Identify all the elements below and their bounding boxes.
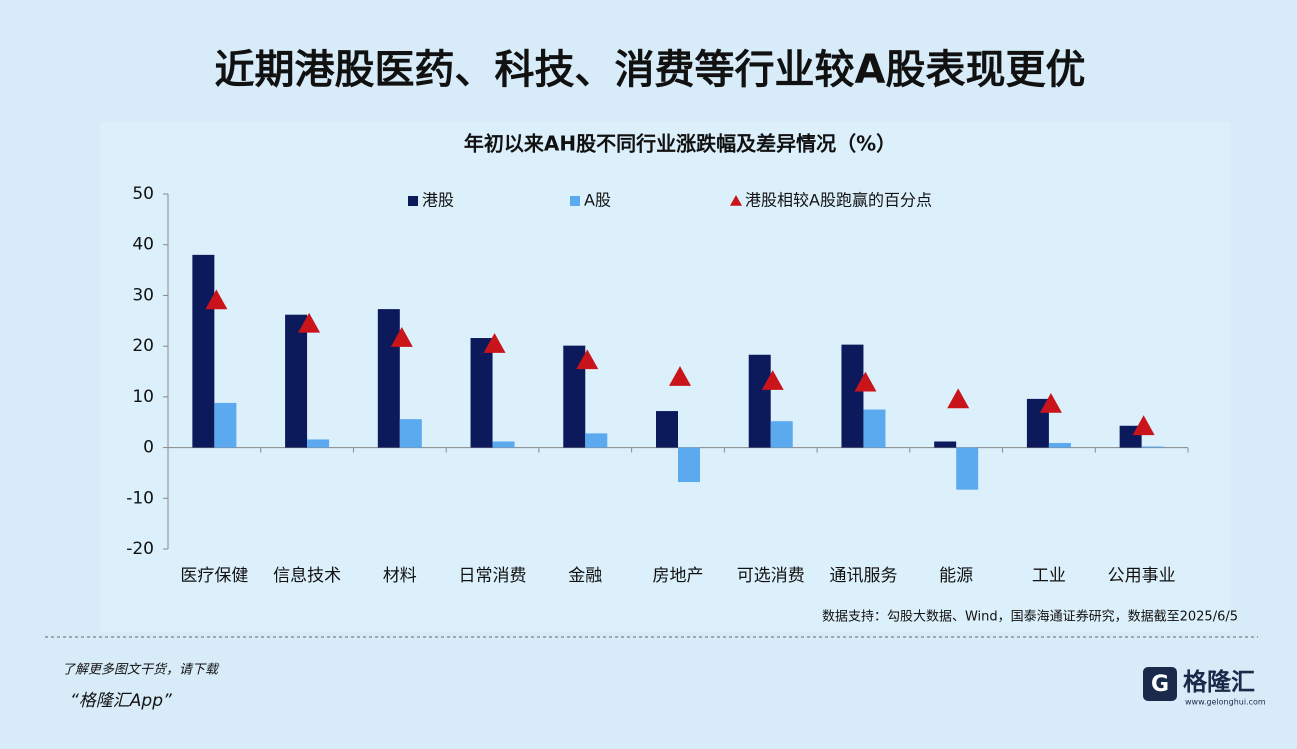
triangle-marker <box>854 371 877 392</box>
triangle-marker <box>1039 392 1062 413</box>
bar <box>192 254 215 448</box>
x-tick-label: 可选消费 <box>737 566 805 586</box>
bar <box>285 314 308 448</box>
bar <box>399 419 422 448</box>
x-tick-label: 房地产 <box>653 566 704 586</box>
triangle-marker <box>576 349 599 370</box>
bar <box>748 354 771 448</box>
bar <box>1048 443 1071 448</box>
triangle-marker <box>205 289 228 310</box>
x-tick-label: 日常消费 <box>459 566 527 586</box>
bar <box>770 421 793 448</box>
legend-swatch <box>408 196 418 206</box>
bar <box>214 402 237 448</box>
footer-app: “格隆汇App” <box>70 691 172 711</box>
bar <box>563 345 586 448</box>
y-tick-label: -10 <box>126 488 154 508</box>
x-tick-label: 公用事业 <box>1108 566 1176 586</box>
x-tick-label: 能源 <box>939 566 973 586</box>
bar <box>678 447 700 483</box>
triangle-marker <box>390 327 413 347</box>
y-tick-label: 20 <box>132 336 154 356</box>
x-tick-label: 金融 <box>568 566 602 586</box>
page-title: 近期港股医药、科技、消费等行业较A股表现更优 <box>215 47 1086 93</box>
legend-swatch <box>730 195 742 206</box>
logo-icon <box>1143 667 1177 701</box>
y-tick-label: 10 <box>132 387 154 407</box>
bar <box>934 441 957 448</box>
y-tick-label: -20 <box>126 539 154 559</box>
chart-panel <box>100 122 1230 632</box>
logo-url: www.gelonghui.com <box>1185 698 1266 707</box>
legend-label: A股 <box>584 191 611 210</box>
legend-label: 港股 <box>422 191 454 210</box>
y-tick-label: 50 <box>132 184 154 204</box>
logo-text: 格隆汇 <box>1183 668 1255 696</box>
footer-note: 了解更多图文干货，请下载 <box>62 662 220 678</box>
x-tick-label: 通讯服务 <box>829 566 897 586</box>
triangle-marker <box>669 366 691 386</box>
bar <box>956 447 979 490</box>
legend-label: 港股相较A股跑赢的百分点 <box>745 191 932 210</box>
y-tick-label: 30 <box>132 285 154 305</box>
y-tick-label: 40 <box>132 235 154 255</box>
x-tick-label: 工业 <box>1032 566 1066 586</box>
legend-swatch <box>570 196 580 206</box>
triangle-marker <box>1132 415 1155 436</box>
x-tick-label: 材料 <box>383 566 417 586</box>
triangle-marker <box>947 388 970 409</box>
bar <box>470 338 493 448</box>
triangle-marker <box>298 312 321 333</box>
bar <box>656 411 678 448</box>
bar <box>307 439 330 448</box>
logo-letter: G <box>1151 672 1169 697</box>
y-tick-label: 0 <box>143 438 154 458</box>
bar <box>1141 446 1164 448</box>
bar <box>585 433 608 448</box>
triangle-marker <box>483 333 506 353</box>
chart-title: 年初以来AH股不同行业涨跌幅及差异情况（%） <box>464 132 896 156</box>
x-tick-label: 医疗保健 <box>180 566 248 586</box>
bar <box>863 409 886 448</box>
x-tick-label: 信息技术 <box>273 566 341 586</box>
bar <box>492 441 515 448</box>
bar <box>841 344 864 448</box>
triangle-marker <box>761 370 784 390</box>
source: 数据支持：勾股大数据、Wind，国泰海通证券研究，数据截至2025/6/5 <box>822 609 1238 625</box>
bar <box>377 309 400 448</box>
